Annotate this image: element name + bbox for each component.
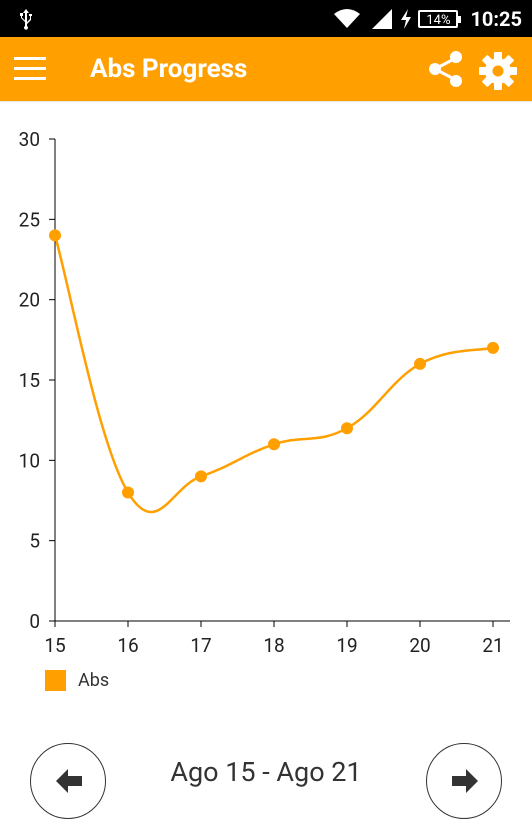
battery-indicator: 14% bbox=[418, 9, 462, 28]
arrow-right-icon bbox=[452, 769, 478, 793]
wifi-icon bbox=[334, 8, 361, 28]
series-line bbox=[53, 235, 494, 514]
x-tick-label: 15 bbox=[44, 634, 65, 657]
data-point bbox=[195, 470, 207, 483]
app-bar: Abs Progress bbox=[0, 37, 532, 101]
y-tick-label: 30 bbox=[19, 128, 40, 151]
x-tick-label: 16 bbox=[117, 634, 138, 657]
clock: 10:25 bbox=[470, 6, 522, 31]
app-bar-divider bbox=[0, 101, 532, 102]
y-tick-label: 15 bbox=[19, 369, 40, 392]
data-point bbox=[487, 341, 499, 354]
legend-swatch bbox=[45, 670, 66, 691]
x-tick-label: 17 bbox=[190, 634, 211, 657]
legend-label: Abs bbox=[78, 670, 110, 691]
x-tick-label: 21 bbox=[482, 634, 503, 657]
usb-icon bbox=[20, 9, 32, 30]
abs-progress-chart: 0 5 10 15 20 25 30 15 16 17 18 19 20 21 bbox=[19, 128, 510, 657]
arrow-left-icon bbox=[56, 769, 82, 793]
chart-legend: Abs bbox=[45, 670, 109, 691]
y-tick-label: 5 bbox=[29, 530, 40, 553]
x-tick-label: 18 bbox=[263, 634, 284, 657]
next-week-button[interactable] bbox=[426, 743, 502, 819]
y-tick-label: 10 bbox=[19, 449, 40, 472]
data-point bbox=[341, 422, 353, 435]
data-point bbox=[414, 357, 426, 370]
y-tick-label: 25 bbox=[19, 208, 40, 231]
y-tick-label: 0 bbox=[29, 610, 40, 633]
data-point bbox=[122, 486, 134, 499]
gear-icon[interactable] bbox=[476, 49, 520, 93]
y-tick-label: 20 bbox=[19, 289, 40, 312]
data-point bbox=[49, 229, 61, 242]
status-bar: 14% 10:25 bbox=[0, 0, 532, 37]
date-range-label: Ago 15 - Ago 21 bbox=[170, 756, 362, 788]
page-title: Abs Progress bbox=[90, 54, 248, 84]
share-icon[interactable] bbox=[426, 49, 466, 89]
signal-icon bbox=[372, 8, 393, 29]
x-tick-label: 20 bbox=[409, 634, 430, 657]
x-tick-label: 19 bbox=[336, 634, 357, 657]
hamburger-menu-icon[interactable] bbox=[14, 55, 46, 83]
status-icons: 14% 10:25 bbox=[332, 0, 522, 37]
data-point bbox=[268, 438, 280, 451]
charging-icon bbox=[401, 8, 412, 29]
